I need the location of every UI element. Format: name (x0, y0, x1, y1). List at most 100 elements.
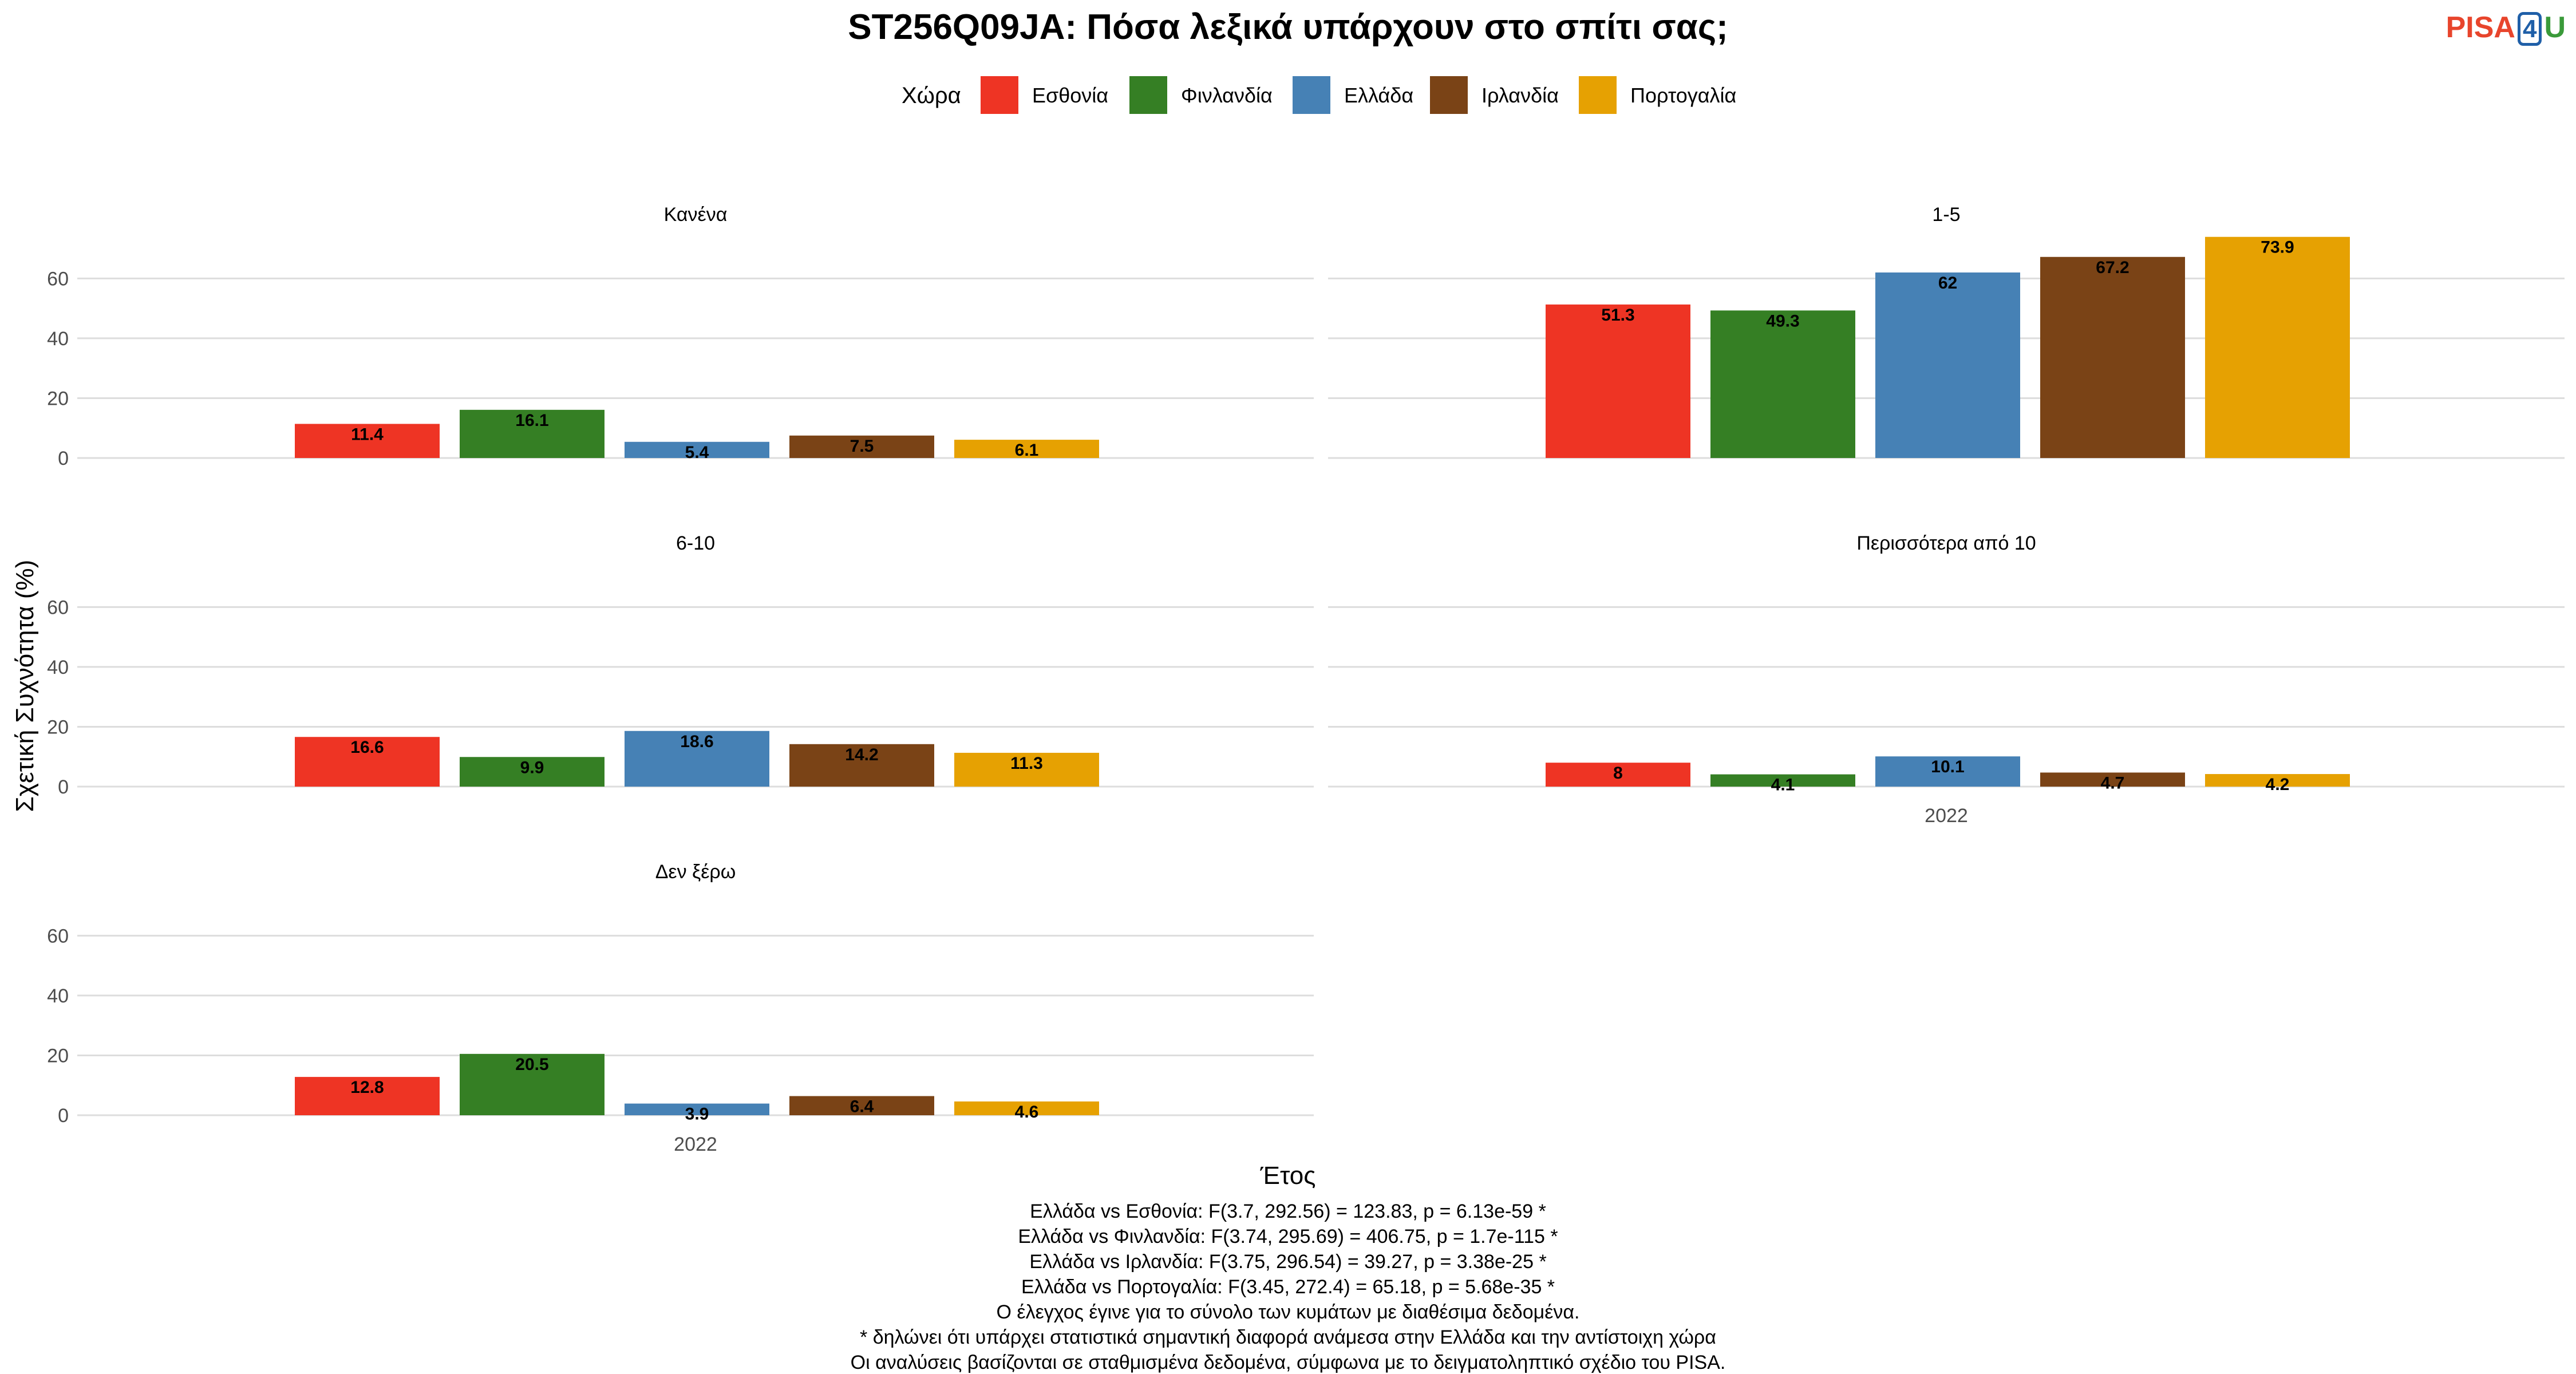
bar (789, 1096, 934, 1115)
caption-line: Ο έλεγχος έγινε για το σύνολο των κυμάτω… (997, 1301, 1580, 1323)
bar (1710, 774, 1855, 787)
data-label: 18.6 (680, 732, 713, 751)
logo-text-u: U (2544, 11, 2566, 44)
bar (460, 1053, 605, 1115)
facet-label: Κανένα (664, 204, 728, 226)
facet-panel: 1-5 51.3 49.3 62 67.2 73.9 (1328, 204, 2565, 459)
y-tick-label: 40 (47, 657, 69, 678)
data-label: 16.1 (515, 411, 548, 430)
facet-panel: 6-10 0 20 40 60 16.6 9.9 18.6 14.2 11.3 (47, 532, 1314, 798)
legend-label: Εσθονία (1032, 84, 1108, 107)
y-tick-label: 40 (47, 328, 69, 350)
data-label: 7.5 (850, 437, 874, 456)
data-label: 4.6 (1015, 1103, 1039, 1122)
bar (295, 1077, 440, 1115)
legend-label: Ιρλανδία (1481, 84, 1559, 107)
y-tick-label: 0 (58, 1105, 69, 1127)
bar (2205, 774, 2350, 787)
legend-label: Φινλανδία (1181, 84, 1273, 107)
pisa4u-logo: PISA 4 U (2446, 10, 2566, 46)
data-label: 5.4 (685, 443, 709, 462)
x-axis-title: Έτος (1260, 1162, 1316, 1190)
caption-line: * δηλώνει ότι υπάρχει στατιστικά σημαντι… (860, 1326, 1716, 1348)
bar (460, 757, 605, 787)
data-label: 6.4 (850, 1097, 874, 1116)
bar (1546, 763, 1690, 787)
data-label: 4.7 (2101, 773, 2125, 792)
bar (2205, 236, 2350, 458)
y-tick-label: 0 (58, 448, 69, 469)
legend-title: Χώρα (902, 83, 961, 108)
data-label: 51.3 (1601, 306, 1634, 325)
y-tick-label: 20 (47, 716, 69, 738)
legend-swatch (1579, 76, 1617, 114)
data-label: 20.5 (515, 1055, 548, 1074)
caption-line: Ελλάδα vs Πορτογαλία: F(3.45, 272.4) = 6… (1021, 1276, 1555, 1298)
bar (1546, 304, 1690, 458)
y-axis-title: Σχετική Συχνότητα (%) (11, 560, 39, 812)
y-tick-label: 60 (47, 597, 69, 618)
bar (789, 744, 934, 787)
legend-swatch (1293, 76, 1330, 114)
bar (2040, 772, 2185, 787)
data-label: 6.1 (1015, 441, 1039, 460)
data-label: 67.2 (2096, 258, 2129, 277)
y-tick-label: 60 (47, 268, 69, 290)
x-tick-label: 2022 (674, 1134, 717, 1155)
data-label: 8 (1613, 764, 1623, 783)
y-tick-label: 0 (58, 776, 69, 798)
x-tick-label: 2022 (1925, 805, 1968, 827)
logo-text-4: 4 (2517, 12, 2542, 46)
bar (460, 409, 605, 458)
bar (2040, 256, 2185, 458)
caption-line: Ελλάδα vs Φινλανδία: F(3.74, 295.69) = 4… (1018, 1226, 1558, 1247)
bar (625, 441, 769, 458)
data-label: 4.2 (2266, 775, 2290, 794)
data-label: 11.3 (1010, 754, 1043, 773)
legend-swatch (981, 76, 1018, 114)
bar (1710, 310, 1855, 458)
data-label: 12.8 (350, 1078, 384, 1097)
data-label: 4.1 (1771, 776, 1795, 795)
facet-panel: Κανένα 0 20 40 60 11.4 16.1 5.4 7.5 6.1 (47, 204, 1314, 469)
bar (1875, 756, 2020, 787)
bar (954, 752, 1099, 787)
facet-label: Δεν ξέρω (655, 861, 736, 883)
bar (789, 435, 934, 458)
bar (295, 424, 440, 458)
y-tick-label: 20 (47, 388, 69, 409)
data-label: 62 (1938, 274, 1957, 293)
facet-panel: Περισσότερα από 10 8 4.1 10.1 4.7 4.2 2022 (1328, 532, 2565, 827)
data-label: 14.2 (845, 745, 878, 764)
bar (1875, 272, 2020, 458)
y-tick-label: 40 (47, 985, 69, 1007)
data-label: 49.3 (1766, 311, 1799, 330)
facet-label: 6-10 (676, 532, 715, 554)
data-label: 11.4 (351, 425, 384, 444)
legend-swatch (1129, 76, 1167, 114)
logo-text-pisa: PISA (2445, 11, 2515, 44)
bar (954, 1101, 1099, 1115)
chart-title: ST256Q09JA: Πόσα λεξικά υπάρχουν στο σπί… (848, 7, 1728, 47)
y-tick-label: 60 (47, 925, 69, 947)
bar (295, 737, 440, 787)
bar (625, 1103, 769, 1115)
facet-label: 1-5 (1932, 204, 1960, 226)
caption-line: Οι αναλύσεις βασίζονται σε σταθμισμένα δ… (851, 1352, 1726, 1373)
y-tick-label: 20 (47, 1045, 69, 1067)
facet-panel: Δεν ξέρω 0 20 40 60 12.8 20.5 3.9 6.4 4.6 2022 (47, 861, 1314, 1155)
data-label: 9.9 (520, 758, 544, 777)
bar (625, 731, 769, 787)
facet-label: Περισσότερα από 10 (1856, 532, 2036, 554)
caption-line: Ελλάδα vs Εσθονία: F(3.7, 292.56) = 123.… (1030, 1201, 1546, 1222)
caption-line: Ελλάδα vs Ιρλανδία: F(3.75, 296.54) = 39… (1029, 1251, 1546, 1273)
legend-label: Ελλάδα (1344, 84, 1413, 107)
bar (954, 440, 1099, 458)
data-label: 3.9 (685, 1105, 709, 1124)
legend-swatch (1430, 76, 1468, 114)
legend-label: Πορτογαλία (1630, 84, 1736, 107)
data-label: 10.1 (1931, 757, 1964, 776)
data-label: 16.6 (350, 738, 384, 757)
data-label: 73.9 (2261, 238, 2294, 257)
